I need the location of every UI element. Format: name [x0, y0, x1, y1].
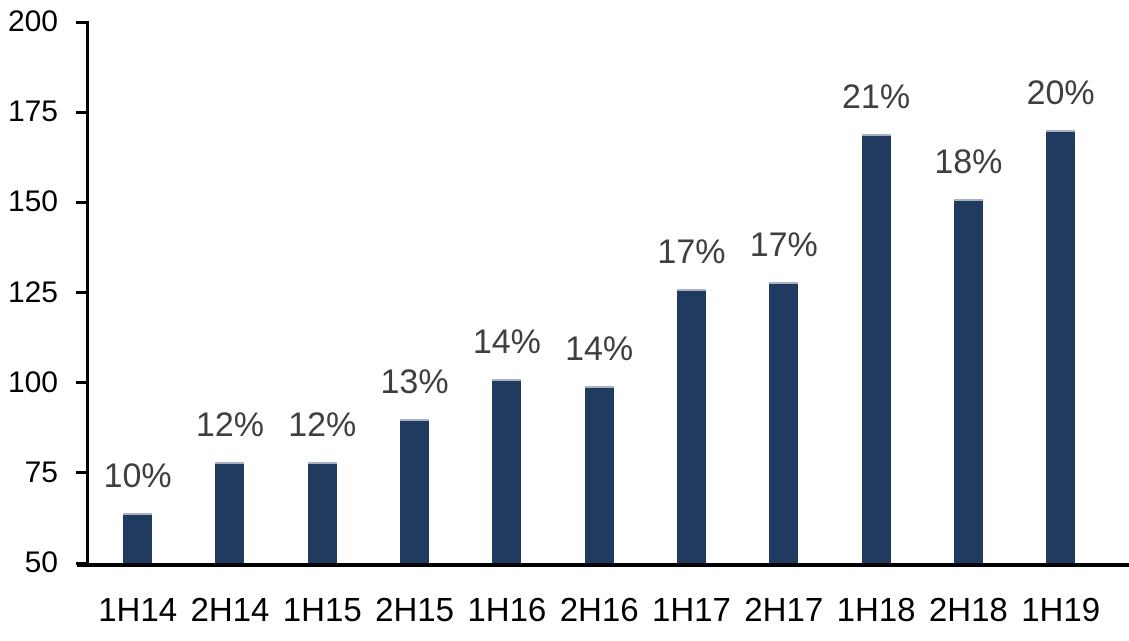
bar-1H15: [307, 462, 337, 563]
y-axis-tick: [76, 561, 86, 565]
bar-value-label-1H14: 10%: [103, 456, 172, 495]
bar-2H17: [769, 281, 799, 563]
bar-value-label-2H18: 18%: [934, 142, 1003, 181]
y-axis-tick: [76, 471, 86, 475]
bar-value-label-2H16: 14%: [565, 330, 634, 369]
y-axis-tick: [76, 20, 86, 24]
y-axis-tick: [76, 200, 86, 204]
y-axis-tick-label: 100: [7, 365, 58, 399]
y-axis-tick-label: 175: [7, 95, 58, 129]
bar-value-label-1H19: 20%: [1026, 74, 1095, 113]
y-axis-tick-label: 75: [24, 455, 58, 489]
x-axis-label-2H14: 2H14: [190, 591, 270, 628]
x-axis-label-2H15: 2H15: [375, 591, 454, 628]
y-axis-tick-label: 50: [24, 546, 58, 579]
y-axis-tick: [76, 291, 86, 294]
x-axis-label-1H14: 1H14: [98, 591, 178, 628]
bar-2H15: [400, 418, 430, 563]
bar-2H16: [584, 386, 614, 563]
y-axis-tick-label: 200: [7, 5, 58, 38]
y-axis-tick-label: 125: [7, 275, 58, 309]
y-axis-line: [86, 21, 89, 567]
bar-2H18: [953, 198, 983, 563]
x-axis-label-1H15: 1H15: [282, 591, 362, 628]
bar-2H14: [215, 462, 245, 563]
x-axis-label-1H19: 1H19: [1021, 591, 1101, 628]
bar-value-label-2H14: 12%: [195, 406, 264, 445]
bar-value-label-1H16: 14%: [472, 323, 541, 362]
bar-1H14: [123, 512, 153, 563]
bar-value-label-1H15: 12%: [288, 406, 357, 445]
bar-1H19: [1046, 130, 1076, 563]
y-axis-tick: [76, 381, 86, 385]
bar-value-label-1H17: 17%: [657, 232, 726, 271]
x-axis-label-2H18: 2H18: [928, 591, 1008, 628]
x-axis-label-2H16: 2H16: [559, 591, 639, 628]
x-axis-label-1H18: 1H18: [836, 591, 916, 628]
x-axis-line: [77, 563, 1129, 567]
bar-value-label-2H17: 17%: [749, 225, 818, 264]
bar-1H18: [861, 133, 891, 563]
bar-1H17: [676, 288, 706, 563]
y-axis-tick: [76, 110, 86, 114]
x-axis-label-2H17: 2H17: [744, 591, 824, 628]
bar-value-label-2H15: 13%: [380, 362, 449, 401]
x-axis-label-1H16: 1H16: [467, 591, 547, 628]
bar-value-label-1H18: 21%: [842, 77, 911, 116]
x-axis-label-1H17: 1H17: [651, 591, 731, 628]
y-axis-tick-label: 150: [7, 185, 58, 219]
bar-1H16: [492, 379, 522, 563]
